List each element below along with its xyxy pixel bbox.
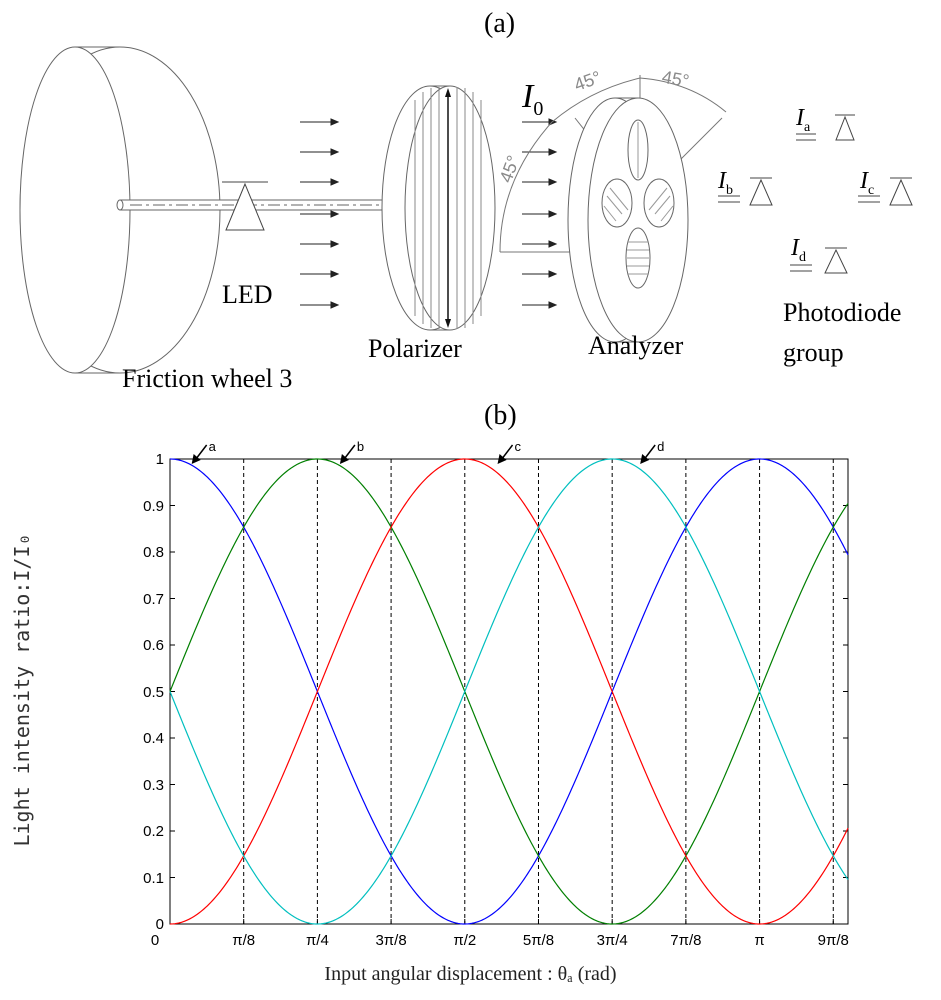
y-tick-label: 0 xyxy=(155,916,164,933)
photodiode-d xyxy=(790,247,848,274)
x-tick-marks xyxy=(169,919,834,924)
photodiode-c xyxy=(858,177,913,206)
series-line-d xyxy=(169,458,849,925)
photodiode-c-label: Ic xyxy=(860,168,875,198)
y-tick-label: 0.6 xyxy=(143,637,164,654)
led-label: LED xyxy=(222,280,273,309)
curve-annotation-label: c xyxy=(515,439,522,454)
x-tick-label: π/8 xyxy=(232,932,256,949)
y-axis-label: Light intensity ratio:I/I₀ xyxy=(10,533,34,847)
light-arrows-left xyxy=(300,118,340,309)
led-icon xyxy=(222,181,268,231)
curve-annotation-label: d xyxy=(657,439,664,454)
y-tick-label: 0.1 xyxy=(143,869,164,887)
photodiode-a-label: Ia xyxy=(796,105,811,135)
photodiode-a xyxy=(796,114,855,141)
y-tick-label: 0.4 xyxy=(143,730,164,747)
x-tick-label: π/2 xyxy=(453,932,477,949)
analyzer xyxy=(567,97,689,343)
curve-annotation-a: a xyxy=(191,439,217,464)
x-tick-label: 5π/8 xyxy=(522,932,555,949)
curve-annotation-d: d xyxy=(640,439,664,464)
y-tick-label: 0.2 xyxy=(143,823,164,840)
polarizer-label: Polarizer xyxy=(368,334,462,363)
y-tick-label: 0.9 xyxy=(143,497,164,515)
x-tick-label: 0 xyxy=(150,932,160,949)
y-tick-label: 0.7 xyxy=(143,590,164,608)
curve-annotation-label: a xyxy=(209,439,217,454)
intensity-I0-label: I0 xyxy=(522,78,544,120)
photodiode-b xyxy=(718,177,773,206)
optical-setup-diagram xyxy=(19,46,913,374)
y-tick-label: 0.8 xyxy=(143,544,164,561)
photodiode-label-line2: group xyxy=(783,338,844,367)
friction-wheel-label: Friction wheel 3 xyxy=(122,364,293,393)
curve-annotations: a b c d xyxy=(191,439,664,464)
panel-a-label: (a) xyxy=(484,8,516,39)
series-line-a xyxy=(169,458,849,925)
x-axis-label: Input angular displacement : θₐ (rad) xyxy=(324,963,617,985)
photodiode-group xyxy=(718,114,913,274)
x-tick-label: π/4 xyxy=(305,932,329,949)
photodiode-label-line1: Photodiode xyxy=(783,298,902,327)
series-line-b xyxy=(169,458,849,925)
plot-frame xyxy=(169,458,849,925)
y-tick-label: 1 xyxy=(155,451,164,468)
analyzer-label: Analyzer xyxy=(588,331,684,360)
x-tick-label: 9π/8 xyxy=(817,932,849,949)
curve-annotation-c: c xyxy=(497,439,522,464)
dashed-vertical-lines xyxy=(243,459,834,924)
x-tick-label: 3π/4 xyxy=(596,932,628,949)
photodiode-d-label: Id xyxy=(791,235,806,265)
photodiode-b-label: Ib xyxy=(718,168,733,198)
series-lines xyxy=(169,458,849,925)
curve-annotation-b: b xyxy=(339,439,364,464)
curve-annotation-label: b xyxy=(357,439,364,454)
y-tick-label: 0.5 xyxy=(143,683,164,701)
x-tick-label: π xyxy=(754,932,765,949)
polarizer xyxy=(381,85,496,331)
series-line-c xyxy=(169,458,849,925)
x-tick-label: 7π/8 xyxy=(670,932,702,949)
x-tick-label: 3π/8 xyxy=(375,932,407,949)
panel-b-label: (b) xyxy=(484,400,517,431)
y-tick-marks xyxy=(170,458,848,925)
y-tick-label: 0.3 xyxy=(143,776,164,794)
